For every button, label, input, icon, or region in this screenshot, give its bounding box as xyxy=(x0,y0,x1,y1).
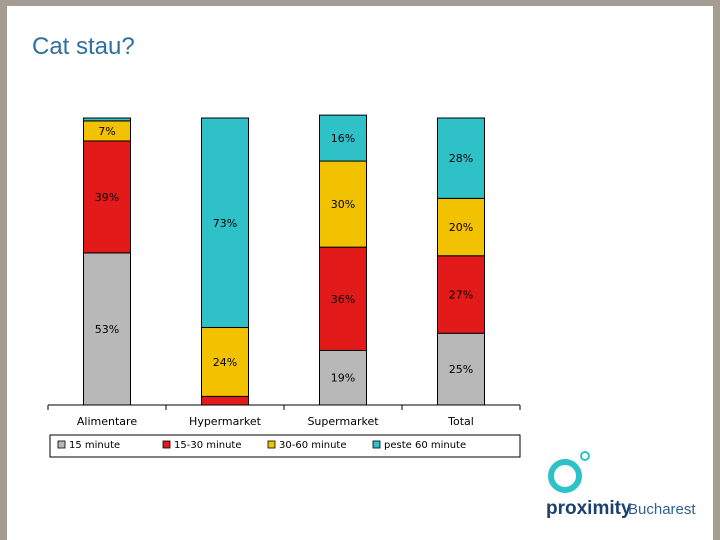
legend-swatch xyxy=(162,440,171,449)
bar-segment xyxy=(83,117,131,122)
category-label: Supermarket xyxy=(307,415,379,428)
category-label: Alimentare xyxy=(77,415,137,428)
logo-brand-text: proximity xyxy=(546,498,632,519)
data-label: 39% xyxy=(95,191,119,204)
data-label: 36% xyxy=(331,293,355,306)
category-label: Hypermarket xyxy=(189,415,262,428)
bar-segment xyxy=(319,160,367,248)
bar-segment xyxy=(437,255,485,334)
bar-segment xyxy=(201,327,249,397)
slide-title: Cat stau? xyxy=(32,33,135,60)
data-label: 16% xyxy=(331,132,355,145)
bar-segment xyxy=(201,395,249,406)
bar-segment xyxy=(83,140,131,254)
legend-swatch xyxy=(372,440,381,449)
data-label: 30% xyxy=(331,198,355,211)
data-label: 19% xyxy=(331,372,355,385)
data-label: 25% xyxy=(449,363,473,376)
slide-frame-left xyxy=(0,0,7,540)
data-label: 28% xyxy=(449,152,473,165)
data-label: 7% xyxy=(98,125,115,138)
legend-label: 30-60 minute xyxy=(279,440,347,451)
legend-label: peste 60 minute xyxy=(384,440,466,451)
logo-city-text: Bucharest xyxy=(628,501,696,518)
legend-label: 15-30 minute xyxy=(174,440,242,451)
legend-swatch xyxy=(57,440,66,449)
data-label: 53% xyxy=(95,323,119,336)
slide-frame-top xyxy=(0,0,720,6)
logo-mark-icon xyxy=(548,451,590,493)
bar-segment xyxy=(83,252,131,406)
legend-box xyxy=(49,434,521,458)
bar-segment xyxy=(319,349,367,406)
bar-segment xyxy=(319,246,367,351)
bar-segment xyxy=(437,117,485,199)
slide-frame-right xyxy=(713,0,720,540)
data-label: 73% xyxy=(213,217,237,230)
proximity-logo: proximity Bucharest xyxy=(540,448,710,528)
data-label: 27% xyxy=(449,289,473,302)
bar-segment xyxy=(201,117,249,329)
bar-segment xyxy=(437,197,485,257)
legend-label: 15 minute xyxy=(69,440,120,451)
data-label: 24% xyxy=(213,356,237,369)
bar-segment xyxy=(319,114,367,162)
category-label: Total xyxy=(447,415,474,428)
data-label: 20% xyxy=(449,221,473,234)
legend-swatch xyxy=(267,440,276,449)
